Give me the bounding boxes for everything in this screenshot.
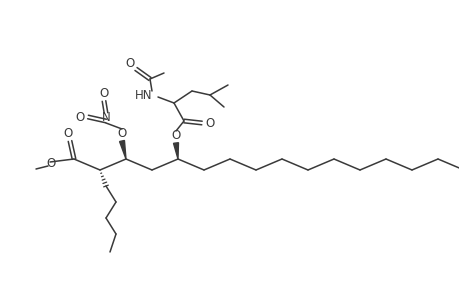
Text: O: O xyxy=(117,127,126,140)
Text: O: O xyxy=(125,56,134,70)
Text: O: O xyxy=(63,127,73,140)
Text: O: O xyxy=(75,110,84,124)
Text: N: N xyxy=(101,110,110,124)
Polygon shape xyxy=(173,143,178,159)
Text: O: O xyxy=(46,157,56,169)
Text: HN: HN xyxy=(134,88,151,101)
Text: O: O xyxy=(171,128,180,142)
Text: O: O xyxy=(205,116,214,130)
Text: O: O xyxy=(99,86,108,100)
Polygon shape xyxy=(119,140,126,159)
